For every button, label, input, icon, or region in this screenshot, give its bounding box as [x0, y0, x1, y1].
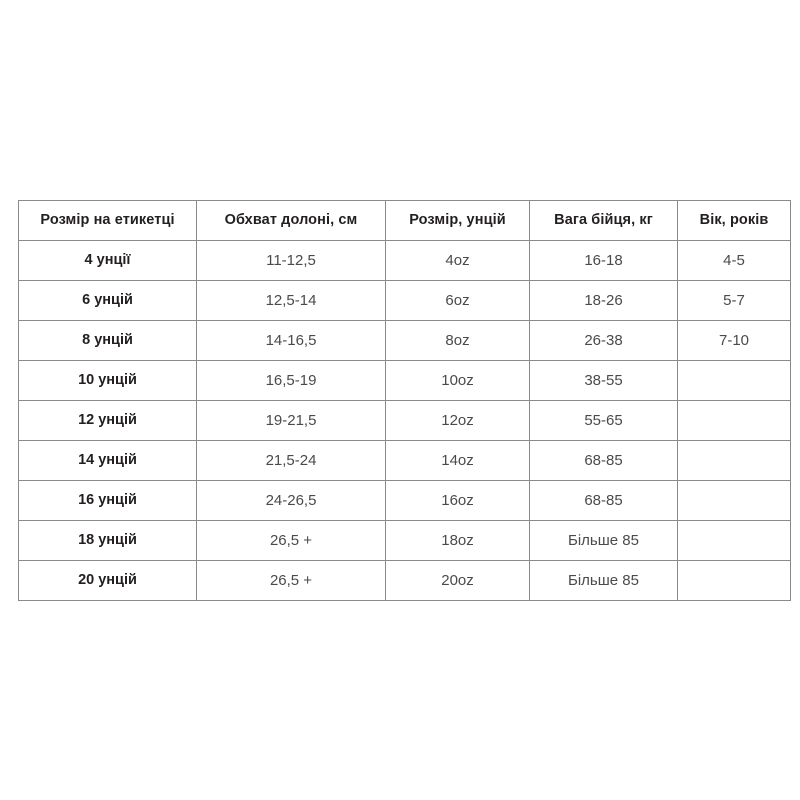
column-header-age: Вік, років	[677, 200, 791, 241]
cell-label: 4 унції	[18, 240, 197, 281]
table-body: 4 унції 11-12,5 4oz 16-18 4-5 6 унцій 12,5-14 6…	[18, 240, 791, 601]
cell-label: 10 унцій	[18, 360, 197, 401]
cell-label: 6 унцій	[18, 280, 197, 321]
table-row: 14 унцій 21,5-24 14oz 68-85	[18, 440, 791, 481]
cell-weight: 16-18	[529, 240, 678, 281]
table-row: 4 унції 11-12,5 4oz 16-18 4-5	[18, 240, 791, 281]
cell-size_oz: 4oz	[385, 240, 530, 281]
cell-palm: 26,5 +	[196, 560, 386, 601]
cell-palm: 19-21,5	[196, 400, 386, 441]
cell-age	[677, 560, 791, 601]
cell-size_oz: 8oz	[385, 320, 530, 361]
cell-age	[677, 400, 791, 441]
cell-size_oz: 14oz	[385, 440, 530, 481]
size-chart-container: Розмір на етикетці Обхват долоні, см Розмі…	[18, 200, 791, 601]
table-header-row: Розмір на етикетці Обхват долоні, см Розмі…	[18, 200, 791, 241]
cell-age: 5-7	[677, 280, 791, 321]
cell-label: 18 унцій	[18, 520, 197, 561]
cell-weight: 68-85	[529, 480, 678, 521]
cell-label: 20 унцій	[18, 560, 197, 601]
table-header: Розмір на етикетці Обхват долоні, см Розмі…	[18, 200, 791, 241]
cell-size_oz: 6oz	[385, 280, 530, 321]
table-row: 6 унцій 12,5-14 6oz 18-26 5-7	[18, 280, 791, 321]
cell-weight: 68-85	[529, 440, 678, 481]
cell-palm: 11-12,5	[196, 240, 386, 281]
table-row: 16 унцій 24-26,5 16oz 68-85	[18, 480, 791, 521]
cell-age	[677, 520, 791, 561]
cell-size_oz: 16oz	[385, 480, 530, 521]
cell-palm: 24-26,5	[196, 480, 386, 521]
glove-size-table: Розмір на етикетці Обхват долоні, см Розмі…	[18, 200, 791, 601]
cell-weight: 18-26	[529, 280, 678, 321]
cell-palm: 14-16,5	[196, 320, 386, 361]
cell-size_oz: 18oz	[385, 520, 530, 561]
table-row: 20 унцій 26,5 +20oz Більше 85	[18, 560, 791, 601]
column-header-palm: Обхват долоні, см	[196, 200, 386, 241]
cell-size_oz: 20oz	[385, 560, 530, 601]
cell-palm: 16,5-19	[196, 360, 386, 401]
cell-label: 8 унцій	[18, 320, 197, 361]
cell-palm: 26,5 +	[196, 520, 386, 561]
cell-weight: Більше 85	[529, 520, 678, 561]
cell-weight: 26-38	[529, 320, 678, 361]
cell-age	[677, 480, 791, 521]
cell-label: 16 унцій	[18, 480, 197, 521]
cell-weight: 55-65	[529, 400, 678, 441]
cell-label: 14 унцій	[18, 440, 197, 481]
cell-age: 4-5	[677, 240, 791, 281]
table-row: 18 унцій 26,5 +18oz Більше 85	[18, 520, 791, 561]
cell-weight: 38-55	[529, 360, 678, 401]
column-header-size_oz: Розмір, унцій	[385, 200, 530, 241]
table-row: 12 унцій 19-21,5 12oz 55-65	[18, 400, 791, 441]
column-header-weight: Вага бійця, кг	[529, 200, 678, 241]
cell-size_oz: 10oz	[385, 360, 530, 401]
cell-palm: 12,5-14	[196, 280, 386, 321]
cell-age: 7-10	[677, 320, 791, 361]
cell-age	[677, 360, 791, 401]
cell-label: 12 унцій	[18, 400, 197, 441]
cell-weight: Більше 85	[529, 560, 678, 601]
table-row: 10 унцій 16,5-19 10oz 38-55	[18, 360, 791, 401]
table-row: 8 унцій 14-16,5 8oz 26-38 7-10	[18, 320, 791, 361]
cell-palm: 21,5-24	[196, 440, 386, 481]
cell-age	[677, 440, 791, 481]
column-header-label: Розмір на етикетці	[18, 200, 197, 241]
cell-size_oz: 12oz	[385, 400, 530, 441]
